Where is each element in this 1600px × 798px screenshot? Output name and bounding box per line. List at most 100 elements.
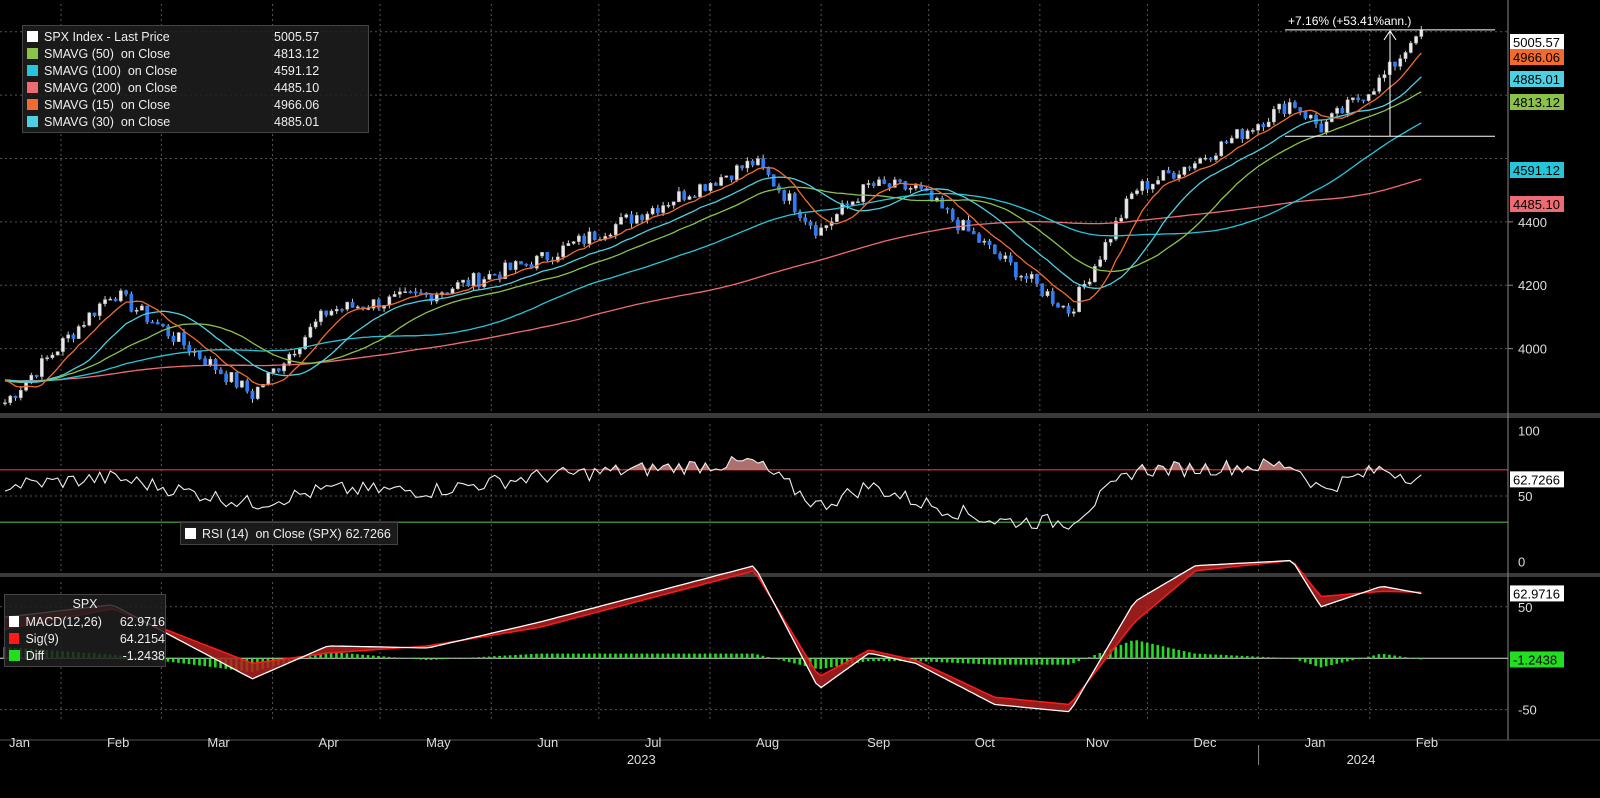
price-candle (650, 208, 655, 215)
price-candle (1366, 94, 1371, 101)
legend-entry: Sig(9) 64.2154 (5, 630, 165, 647)
legend-label: Diff (25, 648, 45, 663)
macd-diff-bar (640, 653, 644, 659)
legend-label: SPX Index - Last Price (44, 29, 170, 44)
price-candle (1156, 180, 1160, 185)
legend-label: Sig(9) (25, 631, 59, 646)
macd-diff-bar (777, 658, 780, 660)
price-candle (282, 363, 286, 372)
macd-line (4, 559, 1422, 713)
legend-swatch-icon (27, 99, 38, 110)
price-candle (297, 348, 302, 355)
price-candle (840, 203, 845, 215)
macd-diff-bar (608, 653, 612, 659)
price-candle (792, 193, 797, 213)
macd-diff-bar (819, 658, 823, 669)
price-candle (308, 326, 313, 338)
macd-diff-bar (1124, 642, 1128, 659)
macd-diff-bar (835, 658, 838, 667)
macd-diff-bar (477, 657, 480, 659)
macd-diff-bar (703, 653, 707, 659)
macd-diff-bar (682, 653, 686, 659)
macd-diff-bar (314, 655, 317, 659)
macd-diff-bar (577, 653, 580, 659)
macd-diff-bar (1035, 658, 1038, 665)
price-candle (1235, 129, 1239, 139)
x-month-label: Feb (107, 735, 129, 750)
macd-diff-bar (598, 653, 601, 659)
macd-diff-bar (1340, 658, 1344, 663)
price-candle (334, 308, 339, 312)
price-candle (577, 235, 581, 242)
price-candle (729, 175, 734, 181)
range-arrow-head-icon (1383, 30, 1397, 41)
price-candle (1177, 174, 1181, 179)
price-candle (108, 298, 113, 301)
x-year-label: 2024 (1347, 752, 1376, 767)
price-candle (1166, 170, 1171, 174)
price-candle (97, 303, 102, 316)
price-candle (1140, 181, 1145, 191)
price-candle (908, 188, 913, 190)
price-candle (455, 282, 460, 290)
price-candle (950, 209, 955, 221)
price-candle (166, 325, 171, 337)
legend-entry: SMAVG (15) on Close 4966.06 (23, 96, 368, 113)
macd-diff-bar (1230, 655, 1233, 659)
macd-diff-bar (1272, 657, 1275, 659)
price-candle (987, 240, 992, 246)
macd-diff-bar (1135, 640, 1138, 659)
macd-diff-bar (1293, 658, 1296, 660)
macd-diff-bar (1261, 656, 1265, 659)
macd-diff-bar (1330, 658, 1333, 666)
macd-diff-bar (761, 655, 765, 659)
legend-value: 4485.10 (274, 80, 320, 95)
macd-diff-bar (219, 658, 222, 669)
price-candle (240, 380, 244, 388)
macd-diff-bar (1351, 658, 1354, 661)
price-candle (513, 261, 518, 270)
price-candle (1214, 155, 1218, 160)
price-candle (1287, 102, 1292, 114)
macd-diff-bar (1066, 658, 1070, 665)
price-candle (471, 272, 476, 287)
macd-diff-bar (619, 653, 623, 659)
macd-diff-bar (1140, 641, 1144, 659)
price-candle (1172, 172, 1176, 179)
change-annotation: +7.16% (+53.41%ann.) (1288, 14, 1411, 28)
price-candle (687, 196, 692, 200)
price-candle (682, 191, 687, 200)
macd-diff-bar (708, 653, 712, 659)
price-candle (640, 215, 644, 221)
macd-tag-badge (1510, 651, 1564, 668)
macd-diff-bar (1014, 658, 1017, 665)
price-candle (961, 219, 966, 231)
price-candle (1219, 141, 1224, 157)
rsi-y-tick: 0 (1518, 555, 1525, 570)
price-candle (508, 262, 513, 270)
macd-diff-bar (1166, 647, 1170, 659)
macd-diff-bar (1398, 656, 1402, 659)
macd-diff-bar (498, 655, 501, 659)
macd-diff-bar (672, 653, 675, 659)
macd-diff-bar (993, 658, 996, 665)
price-candle (1303, 111, 1308, 119)
price-candle (229, 372, 234, 383)
macd-diff-bar (182, 658, 186, 664)
price-candle (340, 308, 344, 311)
price-candle (50, 354, 55, 358)
macd-diff-bar (319, 653, 322, 659)
price-candle (745, 160, 750, 169)
macd-diff-bar (1177, 649, 1181, 659)
macd-diff-bar (1030, 658, 1033, 665)
price-candle (255, 386, 260, 399)
price-candle (1419, 29, 1424, 37)
price-candle (571, 241, 576, 244)
price-candle (1161, 170, 1166, 181)
price-candle (171, 335, 176, 342)
price-candle (187, 344, 192, 353)
macd-diff-bar (629, 653, 633, 659)
rsi-swatch-icon (185, 528, 196, 539)
price-candle (1408, 42, 1413, 53)
